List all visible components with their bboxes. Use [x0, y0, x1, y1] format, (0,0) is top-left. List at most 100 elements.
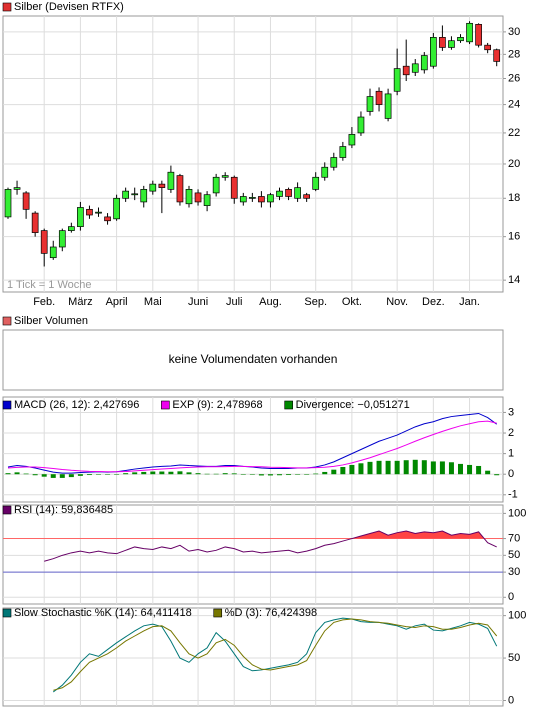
bar: [240, 474, 246, 475]
bar: [385, 460, 391, 475]
candle-body: [176, 175, 184, 203]
legend-swatch: [284, 400, 293, 410]
candle-body: [420, 55, 428, 71]
bar: [59, 474, 65, 478]
bar: [86, 474, 92, 476]
x-tick-label: Feb.: [33, 296, 55, 308]
panel-frame: [2, 607, 504, 707]
candle-body: [384, 93, 392, 119]
legend-label: Slow Stochastic %K (14): 64,411418: [14, 607, 192, 619]
bar: [448, 462, 454, 475]
bar: [458, 463, 463, 475]
bar: [258, 474, 264, 476]
bar: [349, 464, 355, 475]
candle-body: [258, 196, 265, 203]
series-line: [53, 618, 498, 691]
bar: [430, 461, 436, 475]
bar: [304, 474, 310, 475]
bar: [159, 471, 165, 475]
candle-body: [167, 171, 175, 190]
empty-message: keine Volumendaten vorhanden: [169, 352, 338, 366]
candle-body: [249, 197, 256, 199]
bar: [295, 474, 301, 475]
bar: [141, 471, 147, 475]
candle-body: [149, 183, 157, 192]
candle-body: [122, 190, 130, 199]
y-tick-label: 24: [508, 98, 520, 110]
bar: [467, 464, 473, 475]
x-tick-label: Nov.: [386, 296, 408, 308]
legend-swatch: [2, 400, 12, 410]
bar: [105, 474, 111, 475]
x-tick-label: Jan.: [459, 296, 480, 308]
legend-label: Silber (Devisen RTFX): [14, 1, 124, 13]
candle-body: [321, 166, 329, 178]
bar: [222, 473, 228, 475]
legend-label: RSI (14): 59,836485: [14, 504, 113, 516]
candle-body: [393, 68, 401, 92]
candle-body: [221, 175, 229, 178]
y-tick-label: 14: [508, 274, 520, 286]
bar: [267, 474, 273, 476]
candle-body: [475, 24, 482, 46]
candle-body: [448, 40, 455, 48]
bar: [277, 474, 282, 476]
y-tick-label: 26: [508, 72, 520, 84]
bar: [340, 467, 346, 475]
candle-body: [13, 187, 21, 190]
panel-frame: [2, 15, 504, 293]
candle-body: [230, 176, 238, 199]
bar: [249, 474, 255, 475]
x-tick-label: Okt.: [342, 296, 362, 308]
candle-body: [402, 65, 410, 76]
x-tick-label: Dez.: [422, 296, 445, 308]
candle-body: [294, 187, 301, 199]
bar: [313, 473, 319, 475]
bar: [376, 460, 382, 475]
y-tick-label: 22: [508, 127, 520, 139]
series-line: [44, 530, 497, 562]
bar: [96, 474, 101, 475]
y-tick-label: 50: [508, 549, 520, 561]
y-tick-label: 100: [508, 507, 526, 519]
bar: [123, 473, 129, 475]
y-tick-label: 0: [508, 591, 514, 603]
bar: [150, 471, 156, 475]
legend-swatch: [2, 608, 12, 618]
legend-label: %D (3): 76,424398: [225, 607, 317, 619]
candle-body: [411, 63, 419, 73]
bar: [331, 469, 337, 475]
candle-body: [104, 216, 111, 222]
overbought-fill: [351, 531, 485, 539]
y-tick-label: 28: [508, 48, 520, 60]
bar: [358, 463, 364, 475]
candle-body: [185, 189, 193, 205]
candle-body: [357, 116, 365, 134]
legend-label: MACD (26, 12): 2,427696: [14, 399, 139, 411]
bar: [114, 474, 120, 475]
annotation: 1 Tick = 1 Woche: [7, 279, 91, 291]
candle-body: [330, 157, 338, 168]
candle-body: [239, 196, 247, 203]
bar: [485, 470, 491, 475]
x-tick-label: Aug.: [259, 296, 282, 308]
legend-label: EXP (9): 2,478968: [172, 399, 262, 411]
y-tick-label: 2: [508, 427, 514, 439]
y-tick-label: 30: [508, 566, 520, 578]
bar: [50, 474, 56, 478]
candle-body: [439, 37, 446, 48]
y-tick-label: 20: [508, 158, 520, 170]
x-tick-label: April: [106, 296, 128, 308]
bar: [195, 473, 201, 475]
x-tick-label: März: [68, 296, 92, 308]
candle-body: [375, 90, 383, 105]
candle-body: [31, 212, 39, 233]
legend-swatch: [2, 316, 12, 326]
bar: [177, 471, 183, 475]
candle-body: [212, 176, 220, 194]
y-tick-label: 70: [508, 532, 520, 544]
bar: [367, 461, 373, 475]
bar: [476, 465, 482, 475]
bar: [68, 474, 74, 478]
